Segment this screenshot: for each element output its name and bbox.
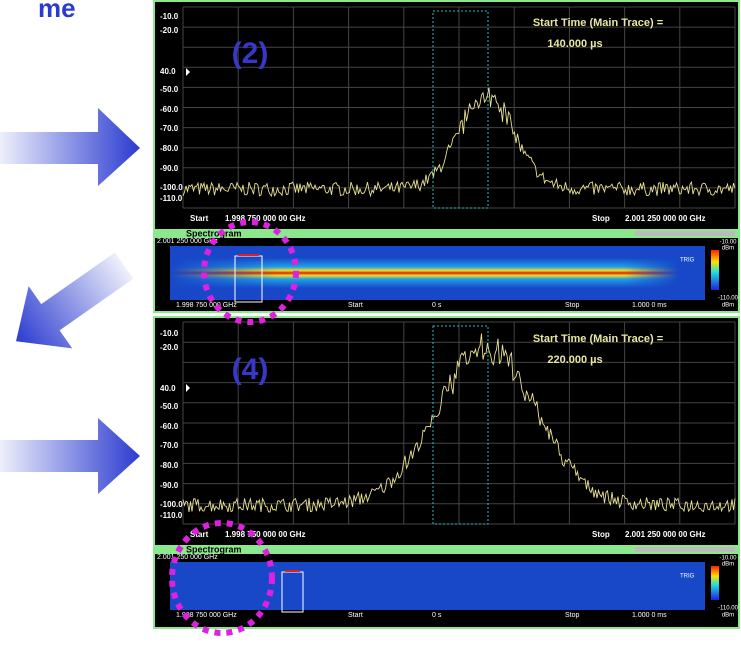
start-freq: 1.998 750 000 00 GHz	[225, 530, 306, 539]
spectrum-panel: -10.0 -20.0 40.0 -50.0 -60.0 -70.0 -80.0 -90.0 -…	[153, 0, 740, 313]
ref-marker	[186, 384, 190, 392]
arrow	[0, 418, 140, 494]
scale-bottom: -110.00	[718, 606, 739, 612]
bottom-freq: 1.998 750 000 GHz	[176, 302, 237, 309]
y-label: -100.0	[160, 500, 183, 509]
spectrogram-bar-indicator	[635, 231, 735, 236]
trig: TRIG	[680, 574, 695, 580]
stop: Stop	[592, 214, 610, 223]
highlight	[201, 219, 299, 325]
spectrogram-band	[170, 572, 705, 600]
trace	[182, 333, 736, 513]
spec-start: Start	[348, 612, 363, 619]
ref-marker	[186, 68, 190, 76]
y-label: -80.0	[160, 461, 179, 470]
title-fragment: me	[38, 0, 76, 23]
y-label: -20.0	[160, 343, 179, 352]
y-label: -110.0	[160, 511, 183, 520]
marker-box	[432, 10, 489, 209]
y-label: -90.0	[160, 164, 179, 173]
scale-top-unit: dBm	[722, 246, 734, 252]
arrow	[0, 108, 140, 186]
spec-stop: Stop	[565, 302, 580, 309]
stop-freq: 2.001 250 000 00 GHz	[625, 214, 706, 223]
y-label: -80.0	[160, 144, 179, 153]
start-time: 220.000 µs	[547, 354, 602, 366]
scale-bottom-unit: dBm	[722, 303, 734, 309]
stop: Stop	[592, 530, 610, 539]
color-scale	[711, 566, 719, 600]
scale-top: -10.00	[719, 240, 737, 246]
start: Start	[190, 530, 209, 539]
spectrogram-bar	[155, 545, 738, 554]
arrow	[16, 252, 134, 349]
y-label: -50.0	[160, 85, 179, 94]
start-freq: 1.998 750 000 00 GHz	[225, 214, 306, 223]
time-marker-cap	[285, 570, 300, 572]
spectrogram-bar	[155, 229, 738, 238]
y-label: -90.0	[160, 481, 179, 490]
scale-bottom-unit: dBm	[722, 613, 734, 619]
y-label: 40.0	[160, 384, 176, 393]
color-scale	[711, 250, 719, 290]
trig: TRIG	[680, 258, 695, 264]
top-freq: 2.001 250 000 GHz	[157, 238, 218, 245]
spec-start-time: 0 s	[432, 302, 442, 309]
y-label: -60.0	[160, 422, 179, 431]
y-label: -70.0	[160, 441, 179, 450]
y-label: -10.0	[160, 329, 179, 338]
start-time-label: Start Time (Main Trace) =	[533, 17, 663, 29]
spectrogram-title: Spectrogram	[186, 544, 242, 554]
spectrum-panel: -10.0 -20.0 40.0 -50.0 -60.0 -70.0 -80.0 -90.0 -…	[153, 316, 740, 629]
scale-top: -10.00	[719, 556, 737, 562]
bottom-freq: 1.998 750 000 GHz	[176, 612, 237, 619]
y-label: -50.0	[160, 402, 179, 411]
y-label: -10.0	[160, 12, 179, 21]
big-label: (4)	[232, 353, 269, 386]
y-label: -60.0	[160, 105, 179, 114]
spec-stop-time: 1.000 0 ms	[632, 612, 667, 619]
marker-box	[432, 325, 489, 525]
y-label: -70.0	[160, 124, 179, 133]
scale-top-unit: dBm	[722, 562, 734, 568]
scale-bottom: -110.00	[718, 296, 739, 302]
top-freq: 2.001 250 000 GHz	[157, 554, 218, 561]
big-label: (2)	[232, 37, 269, 70]
time-marker-cap	[238, 254, 259, 256]
start: Start	[190, 214, 209, 223]
spec-stop: Stop	[565, 612, 580, 619]
spec-start: Start	[348, 302, 363, 309]
start-time: 140.000 µs	[547, 38, 602, 50]
start-time-label: Start Time (Main Trace) =	[533, 333, 663, 345]
highlight	[169, 520, 275, 636]
y-label: -20.0	[160, 26, 179, 35]
spec-start-time: 0 s	[432, 612, 442, 619]
spectrogram-bar-indicator	[635, 547, 735, 552]
stop-freq: 2.001 250 000 00 GHz	[625, 530, 706, 539]
spec-stop-time: 1.000 0 ms	[632, 302, 667, 309]
trace	[182, 87, 736, 198]
y-label: 40.0	[160, 67, 176, 76]
spectrogram-title: Spectrogram	[186, 228, 242, 238]
y-label: -100.0	[160, 183, 183, 192]
spectrogram-band	[170, 257, 705, 289]
y-label: -110.0	[160, 194, 183, 203]
